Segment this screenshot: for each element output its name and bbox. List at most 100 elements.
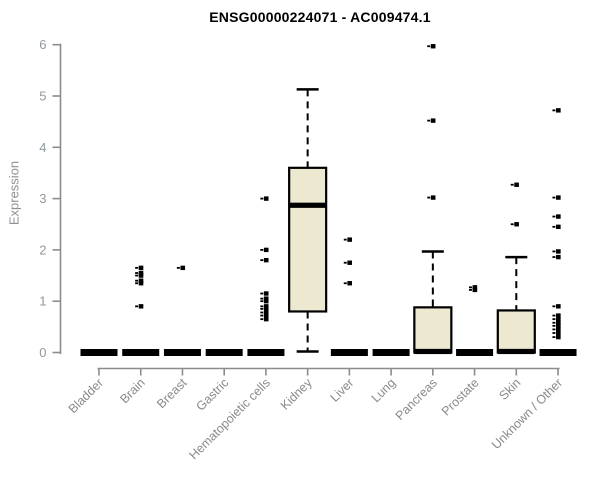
- outlier-point: [556, 249, 561, 254]
- outlier-point: [180, 265, 186, 271]
- outlier-point-dash: [260, 307, 264, 310]
- outlier-point: [556, 323, 561, 329]
- outlier-point-dash: [135, 266, 139, 269]
- outlier-point: [514, 222, 519, 227]
- median-line: [289, 202, 327, 208]
- outlier-point-dash: [552, 321, 556, 324]
- outlier-point-dash: [260, 259, 264, 262]
- box-unknown-other: [539, 108, 577, 356]
- outlier-point-dash: [260, 318, 264, 321]
- outlier-point: [514, 182, 519, 187]
- median-line: [414, 348, 452, 355]
- median-line: [497, 348, 535, 355]
- iqr-box: [413, 306, 453, 354]
- outlier-point: [556, 330, 561, 336]
- outlier-point: [472, 285, 478, 290]
- box-kidney: [288, 88, 328, 353]
- outlier-point-dash: [552, 196, 556, 199]
- outlier-point: [430, 195, 436, 200]
- outlier-point: [472, 287, 478, 293]
- collapsed-box: [122, 349, 160, 356]
- x-tick-label: Bladder: [66, 376, 106, 416]
- outlier-point-dash: [552, 225, 556, 228]
- chart-title: ENSG00000224071 - AC009474.1: [209, 9, 431, 25]
- outlier-point-dash: [135, 272, 139, 274]
- outlier-point-dash: [135, 279, 139, 282]
- outlier-point: [430, 44, 436, 49]
- outlier-point-dash: [552, 215, 556, 218]
- outlier-point-dash: [260, 292, 264, 295]
- outlier-point-dash: [552, 332, 556, 334]
- outlier-point-dash: [260, 249, 264, 251]
- outlier-point: [263, 304, 269, 309]
- x-tick-label: Liver: [327, 376, 356, 405]
- box-skin: [496, 182, 536, 355]
- collapsed-box: [372, 349, 410, 356]
- outlier-point: [138, 270, 144, 276]
- outlier-point: [263, 299, 269, 304]
- outlier-point: [263, 296, 269, 301]
- outlier-point: [556, 327, 561, 332]
- x-tick-label: Breast: [154, 375, 190, 411]
- y-tick-label: 2: [39, 242, 46, 257]
- outlier-point: [556, 304, 561, 309]
- collapsed-box: [539, 349, 577, 356]
- outlier-point: [347, 260, 352, 265]
- x-tick-label: Prostate: [439, 376, 482, 419]
- outlier-point-dash: [260, 197, 264, 200]
- outlier-point-dash: [552, 336, 556, 339]
- outlier-point-dash: [343, 282, 347, 285]
- outlier-point-dash: [552, 250, 556, 253]
- box-breast: [163, 265, 201, 356]
- outlier-point-dash: [552, 109, 556, 112]
- x-tick-label: Brain: [117, 376, 148, 407]
- outlier-point: [556, 108, 561, 113]
- outlier-point: [347, 237, 352, 242]
- box-pancreas: [413, 44, 453, 355]
- outlier-point: [347, 281, 352, 286]
- collapsed-box: [80, 349, 118, 356]
- outlier-point: [263, 313, 269, 318]
- collapsed-box: [163, 349, 201, 356]
- outlier-point: [556, 224, 561, 230]
- box-prostate: [456, 285, 494, 356]
- outlier-point: [556, 313, 561, 318]
- outlier-point: [556, 316, 561, 322]
- y-tick-label: 0: [39, 345, 46, 360]
- outlier-point: [263, 196, 269, 201]
- outlier-point: [556, 195, 561, 200]
- collapsed-box: [247, 349, 285, 356]
- collapsed-box: [456, 349, 494, 356]
- outlier-point-dash: [343, 261, 347, 264]
- outlier-point: [556, 320, 561, 325]
- collapsed-box: [205, 349, 243, 356]
- iqr-box: [288, 166, 328, 313]
- box-hematopoietic-cells: [247, 196, 285, 356]
- outlier-point-dash: [510, 183, 514, 186]
- outlier-point-dash: [552, 256, 556, 258]
- outlier-point: [263, 291, 269, 296]
- outlier-point-dash: [260, 305, 264, 308]
- y-tick-label: 6: [39, 37, 46, 52]
- outlier-point-dash: [552, 318, 556, 321]
- outlier-point: [556, 334, 561, 340]
- y-tick-label: 3: [39, 191, 46, 206]
- box-gastric: [205, 349, 243, 356]
- outlier-point-dash: [135, 282, 139, 285]
- y-tick-label: 4: [39, 140, 46, 155]
- outlier-point-dash: [260, 311, 264, 314]
- outlier-point-dash: [552, 324, 556, 327]
- outlier-point: [138, 278, 144, 283]
- y-tick-label: 5: [39, 89, 46, 104]
- outlier-point: [263, 310, 269, 315]
- outlier-point: [138, 273, 144, 278]
- outlier-point-dash: [552, 305, 556, 308]
- outlier-point-dash: [176, 266, 180, 269]
- x-tick-label: Lung: [369, 376, 399, 406]
- outlier-point-dash: [427, 196, 431, 199]
- x-tick-label: Kidney: [278, 375, 315, 412]
- outlier-point: [138, 304, 144, 309]
- x-tick-label: Unknown / Other: [489, 376, 565, 452]
